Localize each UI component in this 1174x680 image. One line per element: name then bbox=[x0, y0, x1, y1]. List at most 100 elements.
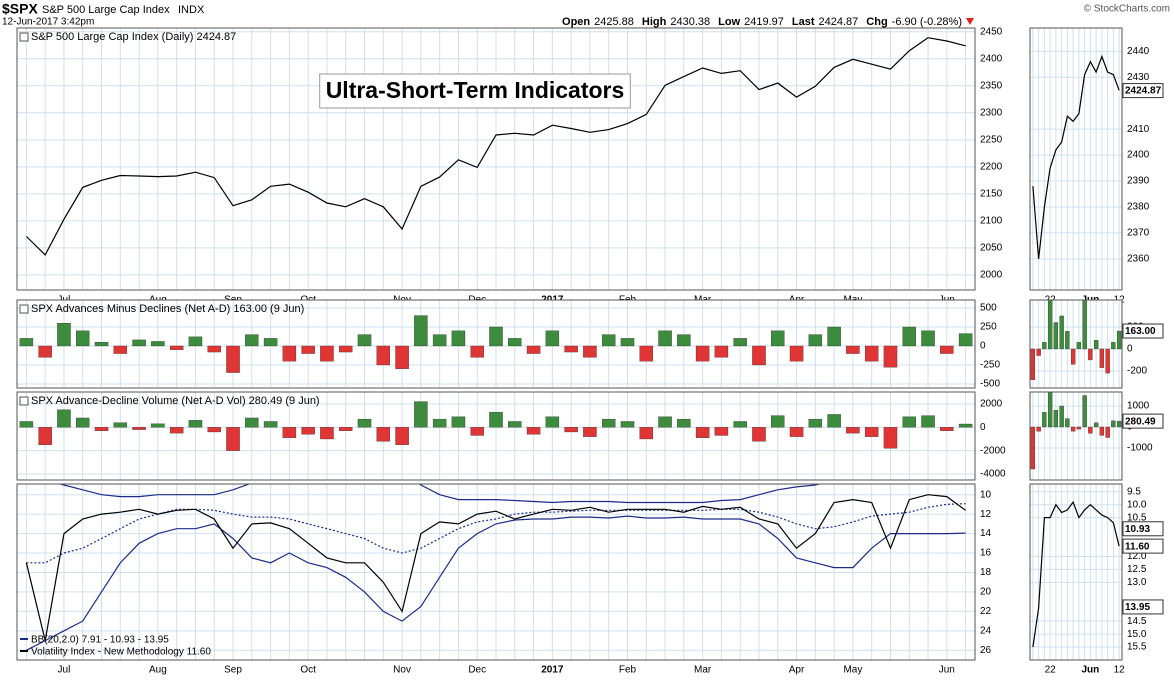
bar bbox=[76, 417, 90, 428]
y-tick-label: 2000 bbox=[980, 270, 1003, 281]
bar bbox=[245, 417, 259, 428]
bar bbox=[1059, 315, 1064, 350]
panel-frame bbox=[16, 299, 976, 389]
bar bbox=[940, 427, 954, 431]
y-tick-label: 2410 bbox=[1127, 124, 1150, 135]
y-tick-label: 2370 bbox=[1127, 228, 1150, 239]
bar bbox=[526, 427, 541, 435]
index-name: S&P 500 Large Cap Index bbox=[42, 4, 170, 16]
y-tick-label: -2000 bbox=[980, 445, 1006, 456]
bar bbox=[846, 427, 860, 434]
x-tick-label: 12 bbox=[1114, 665, 1126, 676]
bar bbox=[432, 418, 447, 428]
y-tick-label: 10.5 bbox=[1127, 512, 1147, 523]
y-tick-label: 12 bbox=[980, 509, 992, 520]
bar bbox=[583, 427, 597, 437]
bar bbox=[414, 401, 428, 428]
quote-label: Open bbox=[562, 16, 590, 28]
bar bbox=[188, 336, 203, 347]
bar bbox=[169, 427, 184, 434]
bar bbox=[151, 423, 165, 428]
y-tick-label: 26 bbox=[980, 645, 992, 656]
y-tick-label: 500 bbox=[980, 303, 997, 314]
bar bbox=[151, 341, 165, 347]
bar bbox=[733, 421, 747, 428]
bar bbox=[1088, 348, 1093, 361]
x-tick-label: Jul bbox=[58, 665, 71, 676]
y-tick-label: 2150 bbox=[980, 188, 1003, 199]
panel-frame bbox=[16, 391, 976, 481]
bar bbox=[1116, 420, 1122, 428]
bar bbox=[1099, 426, 1105, 436]
bar bbox=[921, 330, 935, 347]
bar bbox=[76, 330, 90, 347]
bar bbox=[1030, 426, 1036, 470]
value-tag bbox=[1122, 83, 1164, 99]
bar bbox=[714, 345, 729, 358]
y-tick-label: 14.5 bbox=[1127, 616, 1147, 627]
bar bbox=[902, 326, 916, 347]
bar bbox=[658, 416, 672, 428]
title-icon bbox=[19, 396, 29, 406]
bar bbox=[38, 427, 52, 445]
bar bbox=[1105, 348, 1110, 374]
quote-label: Last bbox=[792, 16, 815, 28]
bar bbox=[1105, 426, 1110, 438]
y-tick-label: 2450 bbox=[980, 26, 1003, 37]
copyright: © StockCharts.com bbox=[1084, 4, 1170, 15]
bar bbox=[1099, 348, 1105, 368]
bar bbox=[470, 427, 484, 436]
y-tick-label: 0 bbox=[980, 341, 986, 352]
bar bbox=[1065, 418, 1070, 428]
quote-value: -6.90 (-0.28%) bbox=[892, 16, 962, 28]
bar bbox=[808, 334, 823, 347]
y-tick-label: 2200 bbox=[980, 161, 1003, 172]
datetime: 12-Jun-2017 3:42pm bbox=[2, 17, 94, 28]
quote-value: 2430.38 bbox=[670, 16, 710, 28]
y-tick-label: 2440 bbox=[1127, 46, 1150, 57]
bar bbox=[958, 333, 973, 347]
panel-frame bbox=[1029, 27, 1123, 291]
bar bbox=[564, 345, 578, 353]
panel-frame bbox=[16, 27, 976, 291]
x-tick-label: Jun bbox=[1081, 665, 1099, 676]
y-tick-label: 2100 bbox=[980, 215, 1003, 226]
bar bbox=[432, 334, 447, 347]
legend-entry: BB(20,2.0) 7.91 - 10.93 - 13.95 bbox=[31, 635, 169, 646]
bar bbox=[188, 420, 203, 428]
y-tick-label: 2300 bbox=[980, 107, 1003, 118]
bar bbox=[1036, 426, 1041, 432]
x-tick-label: 2017 bbox=[541, 665, 564, 676]
exchange: INDX bbox=[178, 4, 205, 16]
price-line bbox=[1032, 54, 1120, 259]
y-tick-label: 12.5 bbox=[1127, 564, 1147, 575]
panel-title: SPX Advance-Decline Volume (Net A-D Vol)… bbox=[31, 395, 320, 407]
y-tick-label: -4000 bbox=[980, 469, 1006, 480]
bar bbox=[357, 334, 372, 347]
y-tick-label: -200 bbox=[1127, 366, 1147, 377]
panel-frame bbox=[1029, 299, 1123, 389]
bar bbox=[263, 338, 278, 347]
bar bbox=[451, 330, 466, 347]
bar bbox=[1053, 322, 1059, 350]
value-tag bbox=[1122, 323, 1164, 339]
annotation-box: Ultra-Short-Term Indicators bbox=[319, 73, 631, 109]
price-line bbox=[1032, 500, 1120, 648]
price-line bbox=[25, 494, 966, 641]
value-tag bbox=[1122, 521, 1164, 537]
panel bbox=[1030, 28, 1122, 290]
bar bbox=[282, 427, 297, 438]
panel bbox=[1030, 484, 1122, 660]
bar bbox=[301, 345, 315, 354]
bar bbox=[1070, 426, 1076, 432]
quote-label: Chg bbox=[866, 16, 887, 28]
y-tick-label: 2000 bbox=[980, 399, 1003, 410]
bar bbox=[864, 345, 879, 362]
y-tick-label: 1000 bbox=[1127, 401, 1150, 412]
bar bbox=[207, 427, 221, 433]
bar bbox=[57, 409, 71, 428]
bar bbox=[1047, 392, 1053, 428]
bar bbox=[226, 427, 240, 451]
x-tick-label: Jun bbox=[939, 665, 955, 676]
bar bbox=[489, 411, 503, 428]
